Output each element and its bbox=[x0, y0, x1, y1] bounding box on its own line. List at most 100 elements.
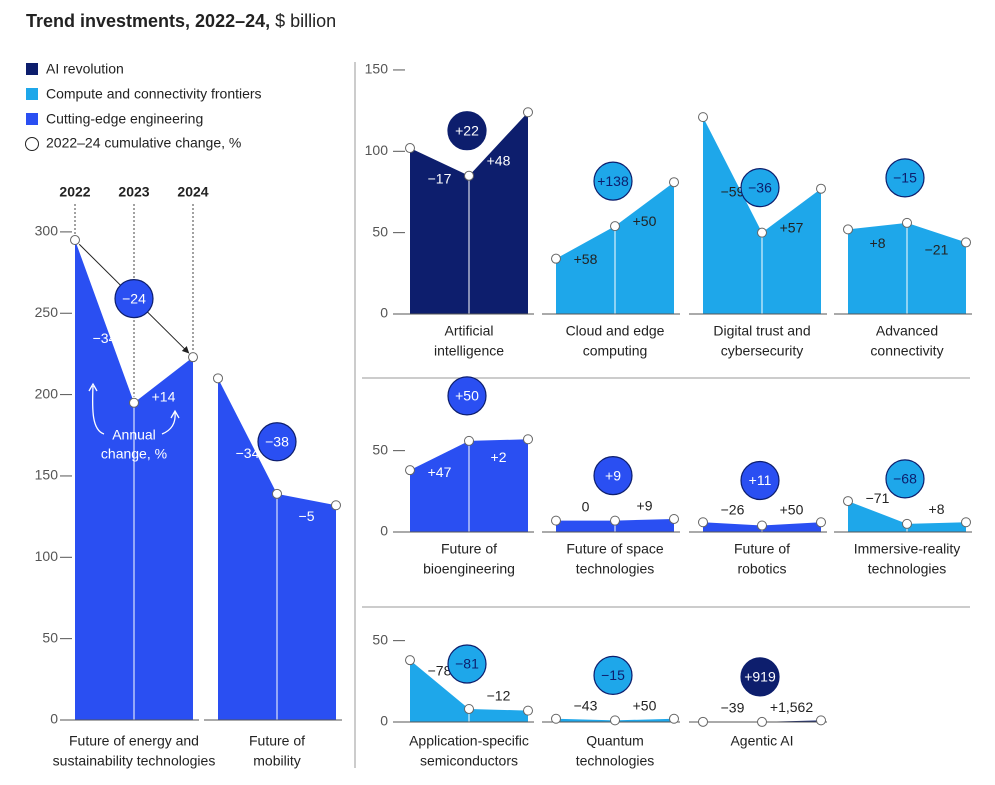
category-label: Future of space bbox=[566, 541, 663, 557]
title-text: Trend investments, 2022–24, bbox=[26, 11, 270, 31]
cumulative-circle bbox=[447, 376, 487, 416]
cumulative-label: −15 bbox=[893, 170, 917, 186]
cumulative-label: −81 bbox=[455, 656, 479, 672]
area bbox=[848, 501, 966, 532]
area bbox=[410, 660, 528, 722]
legend-label: Cutting-edge engineering bbox=[46, 111, 203, 127]
legend-swatch bbox=[26, 88, 38, 100]
point bbox=[551, 253, 561, 264]
cumulative-circle bbox=[114, 279, 154, 319]
cumulative-label: −68 bbox=[893, 471, 917, 487]
annotation-arrow bbox=[161, 411, 176, 435]
cumulative-circle bbox=[593, 655, 633, 695]
point bbox=[610, 715, 620, 726]
cumulative-label: +9 bbox=[605, 467, 621, 483]
cumulative-circle bbox=[740, 168, 780, 208]
point bbox=[70, 235, 80, 246]
y-tick-label: 250 bbox=[35, 304, 59, 320]
change-label: +1,562 bbox=[770, 699, 813, 715]
category-label: Advanced bbox=[876, 323, 938, 339]
change-label: +14 bbox=[152, 389, 176, 405]
category-label: Future of bbox=[734, 541, 790, 557]
annotation: change, % bbox=[101, 446, 167, 462]
legend: AI revolution Compute and connectivity f… bbox=[25, 61, 262, 151]
category-label: mobility bbox=[253, 753, 300, 769]
change-label: −12 bbox=[487, 688, 511, 704]
category-label: semiconductors bbox=[420, 753, 518, 769]
category-label: robotics bbox=[737, 561, 786, 577]
y-tick-label: 100 bbox=[365, 142, 389, 158]
y-tick-label: 50 bbox=[372, 223, 388, 239]
category-label: Future of bbox=[249, 733, 305, 749]
cumulative-label: −38 bbox=[265, 433, 289, 449]
cumulative-circle bbox=[593, 161, 633, 201]
point bbox=[698, 716, 708, 727]
change-label: +57 bbox=[780, 219, 804, 235]
cumulative-label: −15 bbox=[601, 667, 625, 683]
point bbox=[523, 434, 533, 445]
change-label: −78 bbox=[428, 662, 452, 678]
y-tick-label: 50 bbox=[42, 629, 58, 645]
point bbox=[129, 397, 139, 408]
point bbox=[902, 217, 912, 228]
category-label: Artificial bbox=[444, 323, 493, 339]
change-label: +50 bbox=[633, 213, 657, 229]
category-label: connectivity bbox=[870, 343, 943, 359]
title: Trend investments, 2022–24, $ billion bbox=[26, 11, 336, 31]
y-tick-label: 200 bbox=[35, 385, 59, 401]
area bbox=[703, 117, 821, 315]
point bbox=[523, 107, 533, 118]
y-tick-label: 300 bbox=[35, 223, 59, 239]
category-label: intelligence bbox=[434, 343, 504, 359]
point bbox=[669, 177, 679, 188]
cumulative-circle bbox=[740, 460, 780, 501]
y-tick-label: 0 bbox=[50, 711, 58, 727]
cumulative-circle bbox=[447, 644, 487, 684]
y-tick-label: 0 bbox=[380, 523, 388, 539]
point bbox=[669, 513, 679, 524]
legend-label: 2022–24 cumulative change, % bbox=[46, 135, 241, 151]
cumulative-label: +138 bbox=[597, 173, 629, 189]
cumulative-label: −36 bbox=[748, 179, 772, 195]
change-label: +2 bbox=[491, 449, 507, 465]
change-label: −71 bbox=[866, 490, 890, 506]
category-label: cybersecurity bbox=[721, 343, 803, 359]
year-label: 2024 bbox=[177, 184, 208, 200]
cumulative-label: +22 bbox=[455, 122, 479, 138]
point bbox=[464, 170, 474, 181]
cumulative-circle bbox=[885, 459, 925, 499]
point bbox=[902, 518, 912, 529]
annotation-arrow bbox=[170, 409, 180, 419]
point bbox=[961, 517, 971, 528]
year-label: 2023 bbox=[118, 184, 149, 200]
point bbox=[610, 515, 620, 526]
point bbox=[331, 500, 341, 511]
change-label: +50 bbox=[633, 697, 657, 713]
change-label: −17 bbox=[428, 171, 452, 187]
change-label: −59 bbox=[721, 184, 745, 200]
y-tick-label: 50 bbox=[372, 631, 388, 647]
point bbox=[610, 221, 620, 232]
y-tick-label: 150 bbox=[35, 467, 59, 483]
title-unit: $ billion bbox=[275, 11, 336, 31]
change-label: −21 bbox=[925, 241, 949, 257]
point bbox=[816, 715, 826, 726]
category-label: Digital trust and bbox=[713, 323, 810, 339]
point bbox=[551, 515, 561, 526]
category-label: Quantum bbox=[586, 733, 644, 749]
point bbox=[464, 435, 474, 446]
legend-circle bbox=[25, 137, 39, 151]
point bbox=[757, 520, 767, 531]
category-label: Future of energy and bbox=[69, 733, 199, 749]
cumulative-label: +11 bbox=[749, 472, 772, 488]
cumulative-circle bbox=[885, 158, 925, 198]
legend-label: Compute and connectivity frontiers bbox=[46, 86, 262, 102]
category-label: Immersive-reality bbox=[854, 541, 961, 557]
category-label: Application-specific bbox=[409, 733, 529, 749]
change-label: +58 bbox=[574, 251, 598, 267]
y-tick-label: 100 bbox=[35, 548, 59, 564]
point bbox=[843, 496, 853, 507]
cumulative-label: +50 bbox=[455, 388, 479, 404]
change-label: +8 bbox=[929, 501, 945, 517]
cumulative-label: +919 bbox=[744, 669, 776, 685]
